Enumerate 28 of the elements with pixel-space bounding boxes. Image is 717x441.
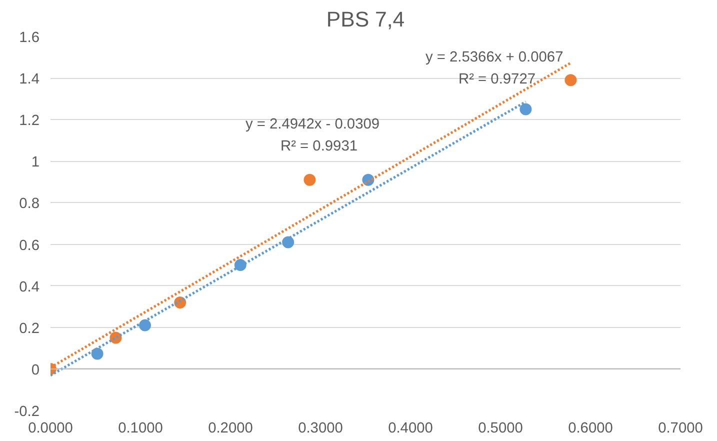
y-tick-label: 1.6 <box>19 30 40 46</box>
point <box>91 348 104 360</box>
y-tick-label: 0.2 <box>19 320 40 337</box>
x-tick-label: 0.7000 <box>658 420 703 436</box>
chart-title: PBS 7,4 <box>326 8 405 32</box>
y-tick-label: 1 <box>31 154 40 171</box>
y-tick-label: 1.4 <box>19 72 40 88</box>
annotation: y = 2.5366x + 0.0067 <box>426 50 564 66</box>
y-tick-label: 0.8 <box>19 196 40 212</box>
x-tick-label: 0.2000 <box>208 420 253 436</box>
y-tick-label: -0.2 <box>14 404 40 420</box>
point <box>304 174 316 186</box>
x-tick-label: 0.3000 <box>298 420 343 436</box>
annotation: R² = 0.9931 <box>280 138 358 154</box>
x-tick-label: 0.0000 <box>28 420 73 436</box>
point <box>139 319 151 332</box>
x-tick-label: 0.6000 <box>568 420 613 436</box>
x-tick-label: 0.4000 <box>388 420 433 436</box>
point <box>564 74 577 86</box>
y-tick-label: 0 <box>31 362 40 378</box>
y-tick-label: 1.2 <box>19 113 40 130</box>
x-tick-label: 0.5000 <box>478 420 523 436</box>
y-tick-label: 0.4 <box>19 279 40 296</box>
y-tick-label: 0.6 <box>19 238 40 254</box>
annotation: R² = 0.9727 <box>458 72 536 88</box>
point <box>520 103 532 116</box>
x-tick-label: 0.1000 <box>118 420 163 436</box>
annotation: y = 2.4942x - 0.0309 <box>246 116 380 132</box>
